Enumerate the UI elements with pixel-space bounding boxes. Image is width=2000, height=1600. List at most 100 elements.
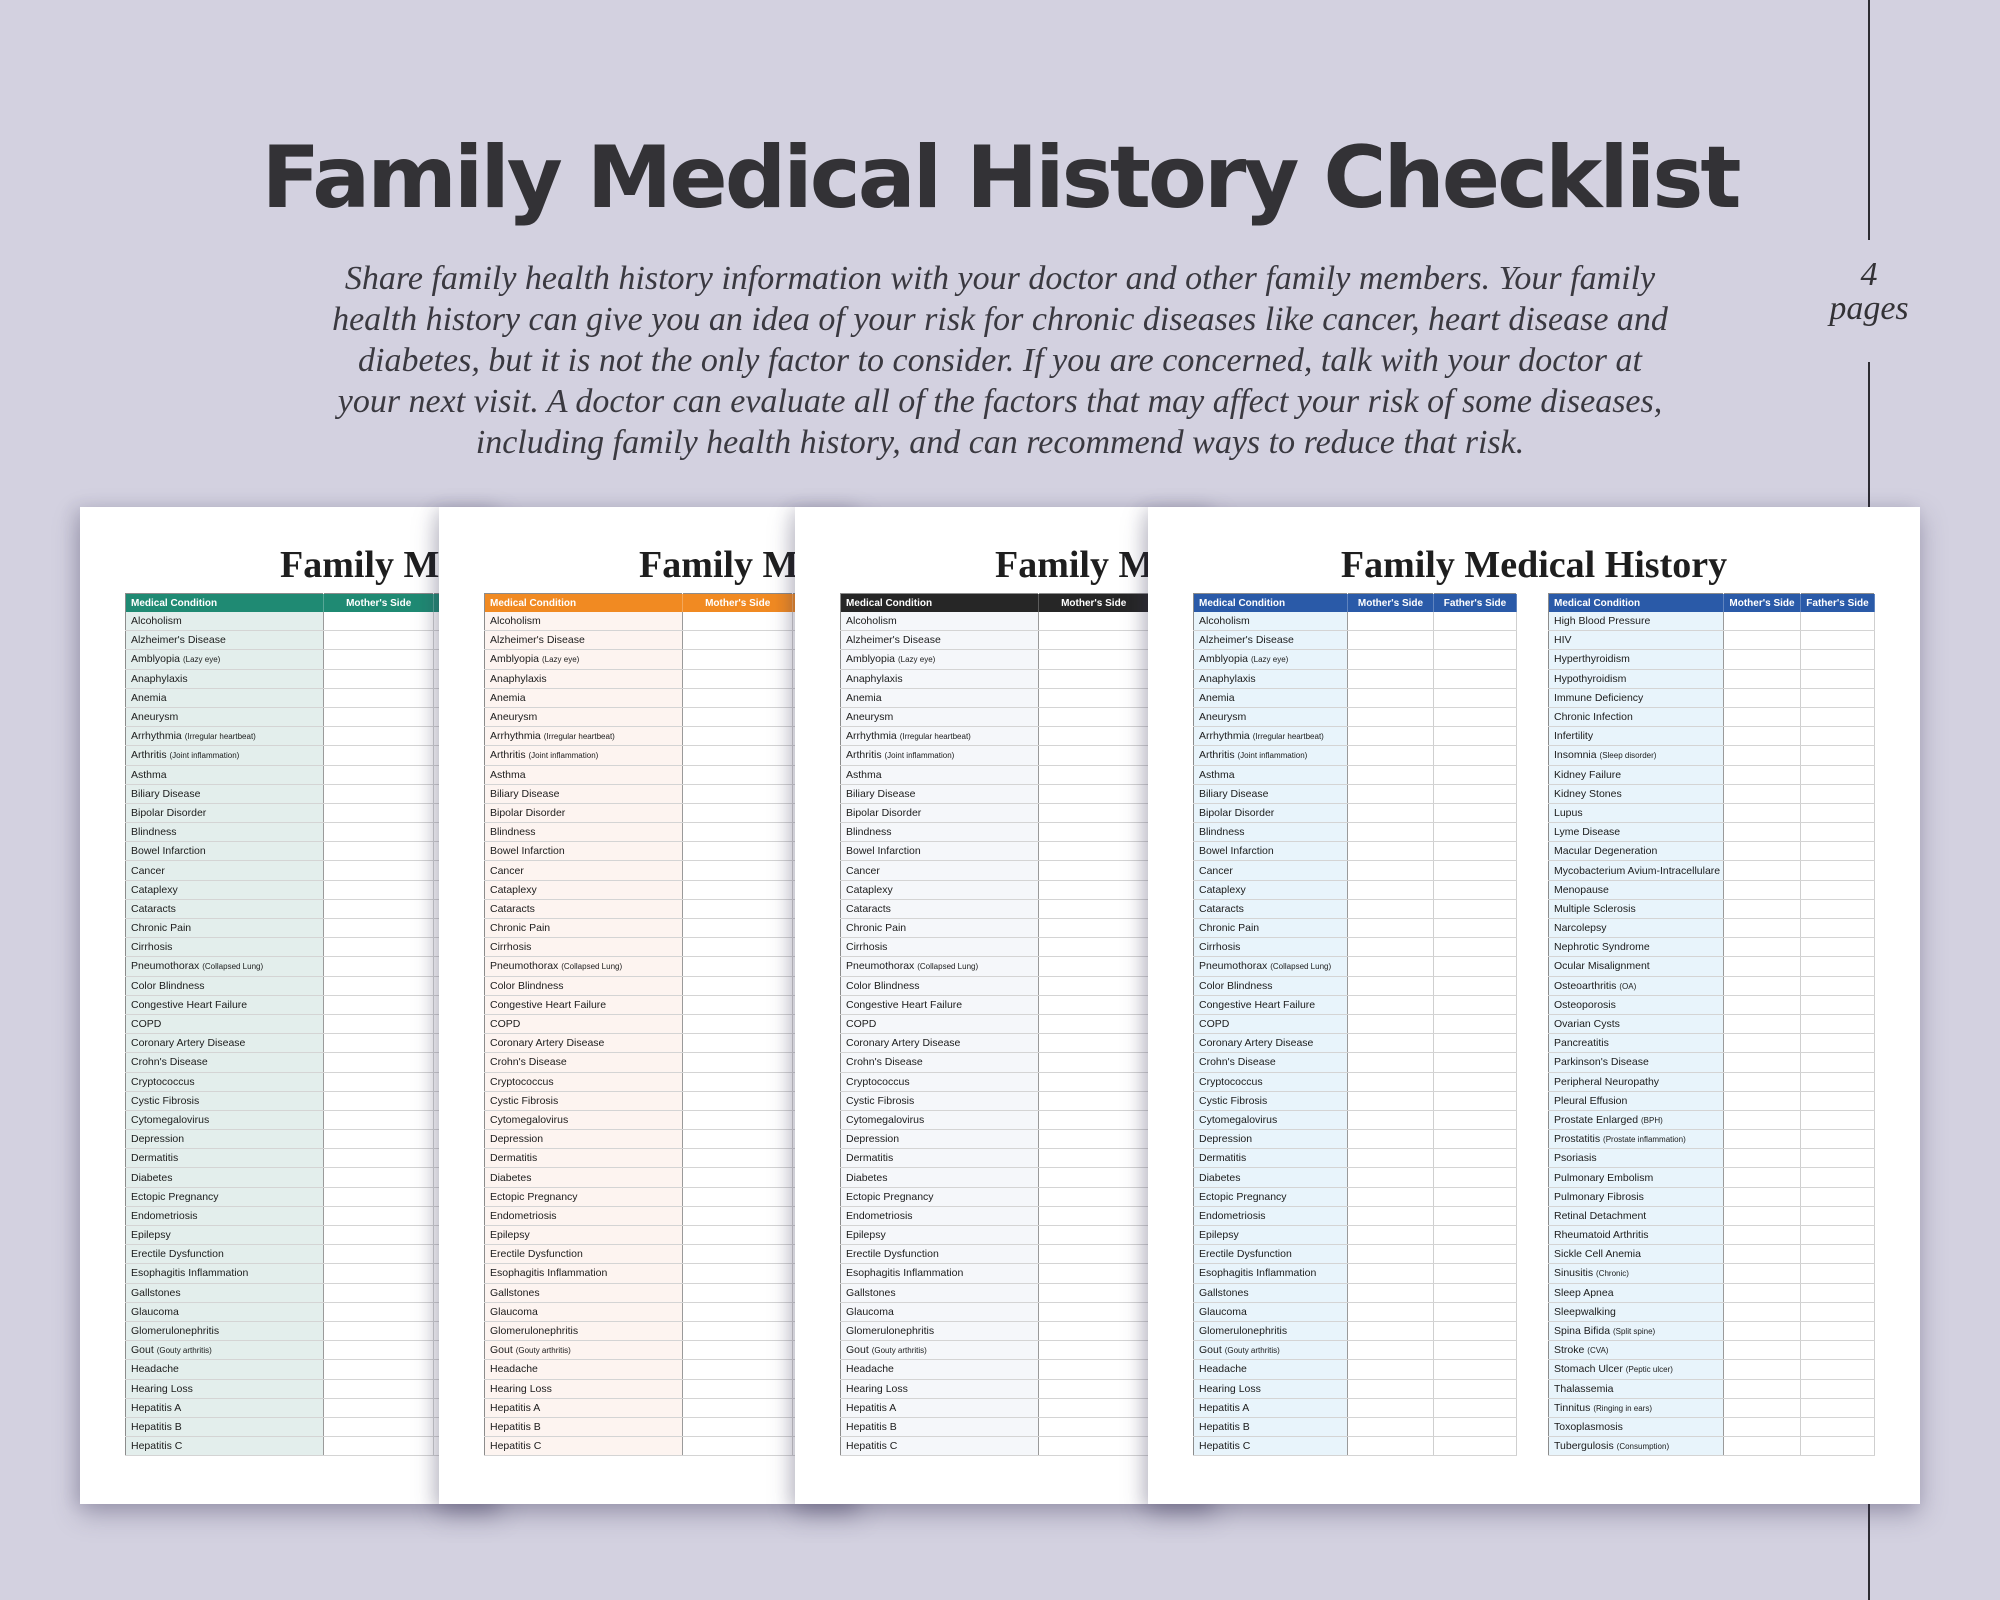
fathers-side-cell[interactable] <box>1433 1417 1517 1438</box>
mothers-side-cell[interactable] <box>1723 937 1801 958</box>
mothers-side-cell[interactable] <box>323 860 435 881</box>
fathers-side-cell[interactable] <box>1433 1129 1517 1150</box>
mothers-side-cell[interactable] <box>682 726 794 747</box>
fathers-side-cell[interactable] <box>1800 803 1875 824</box>
mothers-side-cell[interactable] <box>1347 803 1434 824</box>
mothers-side-cell[interactable] <box>323 1302 435 1322</box>
fathers-side-cell[interactable] <box>1800 1321 1875 1342</box>
mothers-side-cell[interactable] <box>1347 1340 1434 1361</box>
mothers-side-cell[interactable] <box>1347 822 1434 843</box>
mothers-side-cell[interactable] <box>1038 1417 1150 1438</box>
mothers-side-cell[interactable] <box>1347 612 1434 632</box>
mothers-side-cell[interactable] <box>682 1110 794 1131</box>
mothers-side-cell[interactable] <box>1038 899 1150 920</box>
fathers-side-cell[interactable] <box>1800 630 1875 651</box>
fathers-side-cell[interactable] <box>1800 995 1875 1015</box>
mothers-side-cell[interactable] <box>1723 995 1801 1015</box>
mothers-side-cell[interactable] <box>1038 1052 1150 1073</box>
fathers-side-cell[interactable] <box>1433 612 1517 632</box>
mothers-side-cell[interactable] <box>1723 1167 1801 1188</box>
fathers-side-cell[interactable] <box>1800 822 1875 843</box>
mothers-side-cell[interactable] <box>1038 1014 1150 1035</box>
fathers-side-cell[interactable] <box>1800 880 1875 900</box>
mothers-side-cell[interactable] <box>682 976 794 996</box>
fathers-side-cell[interactable] <box>1800 1244 1875 1265</box>
mothers-side-cell[interactable] <box>682 918 794 939</box>
mothers-side-cell[interactable] <box>323 649 435 670</box>
fathers-side-cell[interactable] <box>1800 1072 1875 1092</box>
fathers-side-cell[interactable] <box>1433 1340 1517 1361</box>
mothers-side-cell[interactable] <box>1723 1321 1801 1342</box>
mothers-side-cell[interactable] <box>323 1417 435 1438</box>
mothers-side-cell[interactable] <box>1347 1436 1434 1457</box>
mothers-side-cell[interactable] <box>1723 612 1801 632</box>
mothers-side-cell[interactable] <box>1347 1033 1434 1054</box>
fathers-side-cell[interactable] <box>1800 707 1875 728</box>
mothers-side-cell[interactable] <box>1038 1148 1150 1169</box>
mothers-side-cell[interactable] <box>682 1359 794 1380</box>
mothers-side-cell[interactable] <box>1723 688 1801 708</box>
mothers-side-cell[interactable] <box>1038 1436 1150 1457</box>
mothers-side-cell[interactable] <box>1347 707 1434 728</box>
mothers-side-cell[interactable] <box>1347 1167 1434 1188</box>
mothers-side-cell[interactable] <box>682 860 794 881</box>
mothers-side-cell[interactable] <box>1038 1129 1150 1150</box>
fathers-side-cell[interactable] <box>1433 918 1517 939</box>
fathers-side-cell[interactable] <box>1433 1283 1517 1303</box>
fathers-side-cell[interactable] <box>1433 726 1517 747</box>
mothers-side-cell[interactable] <box>323 1014 435 1035</box>
mothers-side-cell[interactable] <box>1038 1167 1150 1188</box>
mothers-side-cell[interactable] <box>1347 1052 1434 1073</box>
fathers-side-cell[interactable] <box>1433 1091 1517 1111</box>
mothers-side-cell[interactable] <box>1723 1283 1801 1303</box>
mothers-side-cell[interactable] <box>323 1148 435 1169</box>
fathers-side-cell[interactable] <box>1433 1321 1517 1342</box>
mothers-side-cell[interactable] <box>1347 1263 1434 1284</box>
fathers-side-cell[interactable] <box>1433 1436 1517 1457</box>
mothers-side-cell[interactable] <box>1347 1110 1434 1131</box>
fathers-side-cell[interactable] <box>1433 765 1517 785</box>
mothers-side-cell[interactable] <box>1038 688 1150 708</box>
mothers-side-cell[interactable] <box>682 1340 794 1361</box>
fathers-side-cell[interactable] <box>1800 899 1875 920</box>
mothers-side-cell[interactable] <box>682 937 794 958</box>
fathers-side-cell[interactable] <box>1433 995 1517 1015</box>
fathers-side-cell[interactable] <box>1800 1167 1875 1188</box>
fathers-side-cell[interactable] <box>1800 1187 1875 1207</box>
mothers-side-cell[interactable] <box>1723 956 1801 977</box>
mothers-side-cell[interactable] <box>323 1072 435 1092</box>
fathers-side-cell[interactable] <box>1433 1206 1517 1227</box>
fathers-side-cell[interactable] <box>1800 1091 1875 1111</box>
mothers-side-cell[interactable] <box>1347 765 1434 785</box>
fathers-side-cell[interactable] <box>1800 1340 1875 1361</box>
mothers-side-cell[interactable] <box>1347 1148 1434 1169</box>
mothers-side-cell[interactable] <box>682 1436 794 1457</box>
mothers-side-cell[interactable] <box>1723 784 1801 804</box>
fathers-side-cell[interactable] <box>1433 1225 1517 1246</box>
mothers-side-cell[interactable] <box>1723 880 1801 900</box>
mothers-side-cell[interactable] <box>682 899 794 920</box>
fathers-side-cell[interactable] <box>1800 612 1875 632</box>
fathers-side-cell[interactable] <box>1433 1302 1517 1322</box>
fathers-side-cell[interactable] <box>1800 1033 1875 1054</box>
mothers-side-cell[interactable] <box>1038 956 1150 977</box>
mothers-side-cell[interactable] <box>1038 707 1150 728</box>
mothers-side-cell[interactable] <box>323 918 435 939</box>
mothers-side-cell[interactable] <box>1347 1091 1434 1111</box>
mothers-side-cell[interactable] <box>1038 1206 1150 1227</box>
mothers-side-cell[interactable] <box>682 956 794 977</box>
fathers-side-cell[interactable] <box>1800 1225 1875 1246</box>
mothers-side-cell[interactable] <box>1723 1379 1801 1399</box>
mothers-side-cell[interactable] <box>1038 1379 1150 1399</box>
mothers-side-cell[interactable] <box>323 1110 435 1131</box>
mothers-side-cell[interactable] <box>682 745 794 766</box>
mothers-side-cell[interactable] <box>682 1398 794 1418</box>
mothers-side-cell[interactable] <box>323 937 435 958</box>
mothers-side-cell[interactable] <box>1347 899 1434 920</box>
fathers-side-cell[interactable] <box>1800 976 1875 996</box>
fathers-side-cell[interactable] <box>1433 669 1517 689</box>
mothers-side-cell[interactable] <box>323 1052 435 1073</box>
mothers-side-cell[interactable] <box>323 880 435 900</box>
mothers-side-cell[interactable] <box>1723 1340 1801 1361</box>
fathers-side-cell[interactable] <box>1800 1436 1875 1457</box>
